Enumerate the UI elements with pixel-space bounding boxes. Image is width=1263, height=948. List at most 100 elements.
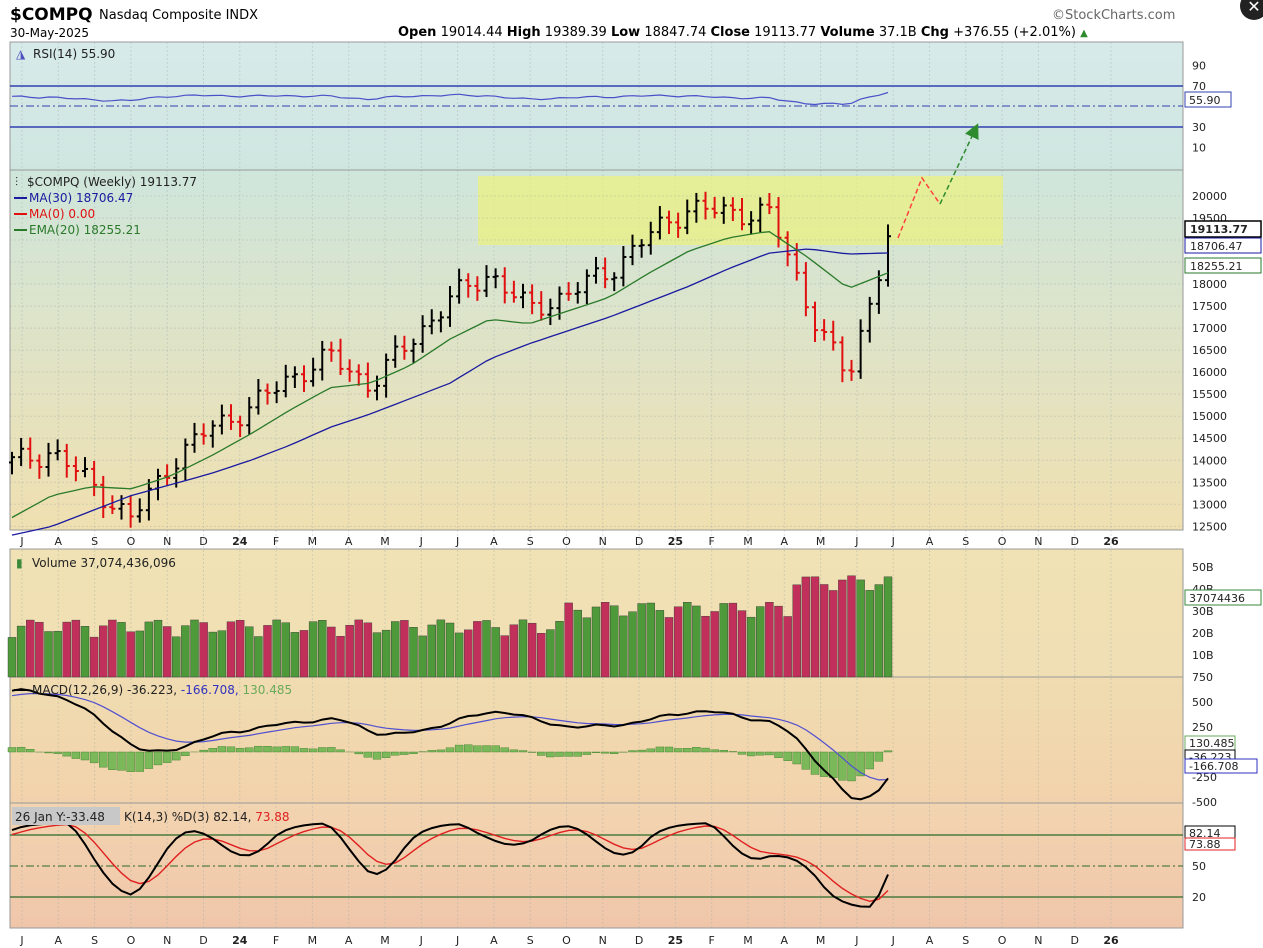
month-label: J [854,934,858,947]
volume-bar [500,635,509,678]
macd-hist-bar [117,751,126,771]
macd-hist-bar [26,749,35,753]
ohlc-bar: Open 19014.44 High 19389.39 Low 18847.74… [398,25,1088,40]
volume-bar [318,620,327,678]
macd-hist-bar [263,746,272,753]
volume-bar [199,622,208,678]
volume-bar [80,626,90,678]
month-label: N [599,934,607,947]
macd-hist-bar [89,751,99,764]
macd-hist-bar [336,749,345,753]
stoch-d-line [11,823,889,903]
volume-bar [108,619,117,678]
macd-hist-bar [646,748,655,753]
month-label: N [163,934,171,947]
volume-bar [16,625,26,678]
volume-bar [710,611,719,678]
macd-hist-bar [162,751,172,763]
month-label: S [527,934,534,947]
month-label: J [455,535,459,548]
month-label: A [926,934,934,947]
volume-bar [801,576,811,678]
volume-bar [847,575,856,678]
ema20-last-box [1184,257,1262,274]
month-label: J [19,535,23,548]
macd-hist-bar [637,749,646,753]
macd-hist-bar [217,746,227,753]
stoch-d-box [1184,837,1236,851]
macd-hist-bar [500,747,509,753]
macd-hist-bar [692,747,701,753]
month-label: M [816,934,826,947]
month-label: A [490,934,498,947]
volume-bar [737,610,747,678]
macd-hist-bar [391,751,400,756]
volume-bar [883,576,893,678]
macd-hist-bar [746,751,756,757]
price-tick: 14000 [1192,454,1227,467]
macd-hist-bar [819,751,829,777]
stoch-label: K(14,3) %D(3) 82.14, 73.88 [124,810,290,824]
month-label: S [91,934,98,947]
month-label: A [345,535,353,548]
month-label: O [998,934,1007,947]
projection-arrow [939,123,979,205]
volume-bar [226,621,236,678]
price-tick: 14500 [1192,432,1227,445]
macd-hist-bar [254,745,263,753]
volume-bar [719,603,728,678]
macd-hist-bar [62,751,71,757]
price-tick: 16500 [1192,344,1227,357]
volume-bar [71,619,81,678]
macd-hist-bar [153,751,163,766]
macd-hist-bar [272,746,281,753]
volume-bar [701,615,710,678]
month-label: M [743,934,753,947]
stoch-k-line [11,822,889,908]
ema20-legend: EMA(20) 18255.21 [29,223,141,237]
macd-hist-bar [491,745,500,753]
volume-bar [473,621,482,678]
month-label: M [743,535,753,548]
month-label: M [380,535,390,548]
chg-value: +376.55 (+2.01%) [953,25,1076,40]
macd-hist-bar [537,751,546,756]
month-label: N [1034,535,1042,548]
month-label: J [419,535,423,548]
close-icon[interactable]: ✕ [1240,0,1263,20]
macd-panel [9,676,1184,804]
volume-bar [327,626,336,678]
volume-bar [646,602,655,678]
volume-bar [53,631,62,678]
month-label: N [599,535,607,548]
volume-bar [245,626,254,678]
macd-hist-bar [327,747,336,753]
macd-hist-bar [135,751,144,772]
volume-bar [482,620,491,678]
macd-hist-bar [318,747,327,753]
volume-bar [819,584,829,678]
volume-bar [44,631,53,678]
month-label: A [781,535,789,548]
macd-hist-bar [774,751,783,758]
macd-hist-bar [482,745,491,753]
ma0-legend: MA(0) 0.00 [29,207,95,221]
close-last-box [1184,220,1262,238]
volume-bars [7,575,893,678]
index-name: Nasdaq Composite INDX [99,8,259,23]
volume-bar [838,579,847,678]
volume-bar [308,621,318,678]
volume-icon: ▮ [16,556,23,570]
macd-hist-bar [445,747,455,753]
volume-bar [345,624,354,678]
volume-bar [783,616,792,678]
ma30-legend: MA(30) 18706.47 [29,191,133,205]
price-tick: 16000 [1192,366,1227,379]
volume-bar [765,602,774,678]
macd-label-macd: MACD(12,26,9) -36.223, [32,683,181,697]
macd-hist-bar [354,751,363,755]
volume-bar [62,621,71,678]
volume-bar [582,617,592,678]
macd-hist-bar [664,746,674,753]
